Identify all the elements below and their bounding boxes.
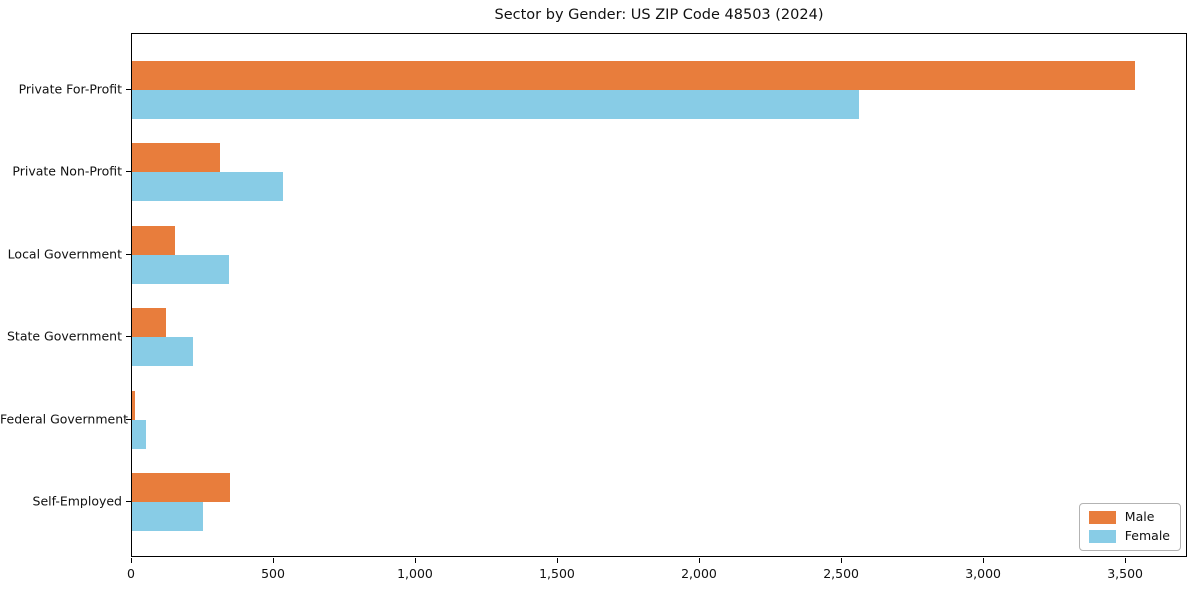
female-legend-label: Female: [1124, 528, 1170, 544]
female-bar: [132, 419, 147, 449]
x-tick-label: 1,000: [397, 566, 433, 581]
x-tick-label: 0: [127, 566, 135, 581]
legend-item-male: Male: [1088, 509, 1170, 525]
x-tick-label: 3,000: [965, 566, 1001, 581]
y-axis-tick: [126, 171, 131, 173]
x-tick-label: 1,500: [539, 566, 575, 581]
male-legend-label: Male: [1124, 509, 1155, 525]
x-axis-tick: [131, 558, 132, 563]
y-axis-tick: [126, 336, 131, 338]
y-axis-label: State Government: [6, 328, 122, 344]
female-legend-swatch: [1088, 530, 1116, 543]
male-bar: [132, 473, 230, 502]
x-axis-tick: [699, 558, 700, 563]
female-bar: [132, 337, 194, 367]
x-axis-tick: [273, 558, 274, 563]
male-bar: [132, 225, 175, 255]
female-bar: [132, 254, 229, 284]
y-axis-tick: [126, 501, 131, 502]
legend-item-female: Female: [1088, 528, 1170, 544]
male-bar: [132, 390, 135, 420]
y-axis-tick: [126, 89, 131, 90]
y-axis-label: Local Government: [7, 246, 122, 262]
male-bar: [132, 143, 220, 173]
male-legend-swatch: [1088, 511, 1116, 524]
y-axis-tick: [126, 418, 131, 420]
male-bar: [132, 61, 1135, 90]
x-axis-tick: [415, 558, 416, 563]
x-axis-tick: [841, 558, 843, 563]
y-axis-tick: [126, 253, 131, 255]
x-tick-label: 2,000: [681, 566, 717, 581]
female-bar: [132, 172, 283, 202]
y-axis-label: Federal Government: [0, 411, 129, 427]
x-tick-label: 2,500: [823, 566, 859, 581]
x-axis-tick: [983, 558, 985, 563]
female-bar: [132, 502, 203, 531]
plot-area: Male Female: [131, 33, 1187, 557]
x-axis-tick: [557, 558, 558, 563]
female-bar: [132, 90, 860, 119]
y-axis-label: Private Non-Profit: [12, 163, 122, 179]
legend: Male Female: [1078, 503, 1181, 551]
y-axis-label: Private For-Profit: [18, 81, 122, 97]
x-axis-tick: [1125, 558, 1127, 563]
chart-title: Sector by Gender: US ZIP Code 48503 (202…: [494, 7, 824, 23]
x-tick-label: 500: [261, 566, 285, 581]
male-bar: [132, 308, 167, 338]
x-tick-label: 3,500: [1107, 566, 1143, 581]
y-axis-label: Self-Employed: [32, 493, 122, 509]
